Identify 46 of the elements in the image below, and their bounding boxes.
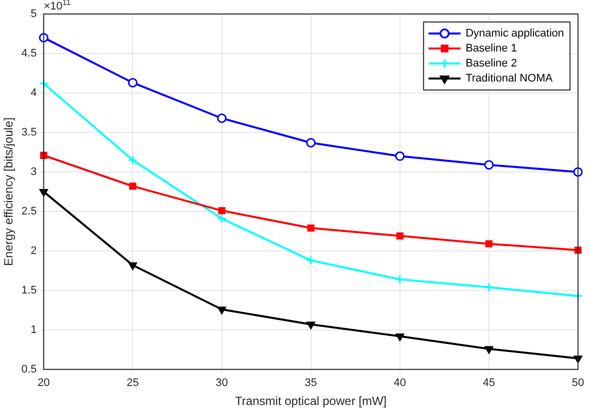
point (485, 240, 493, 248)
y-tick-label: 4 (30, 87, 37, 100)
x-tick-label: 35 (304, 377, 317, 390)
point (40, 152, 48, 159)
point (129, 182, 136, 190)
x-tick-label: 50 (572, 377, 584, 390)
y-tick-label: 4.5 (21, 48, 37, 60)
point (218, 306, 226, 314)
y-tick-label: 1 (30, 324, 37, 336)
x-axis-title: Transmit optical power [mW] (235, 394, 387, 408)
point (128, 78, 138, 88)
y-axis-title: Energy efficiency [bits/joule] (2, 117, 16, 266)
point (307, 224, 314, 232)
point (306, 256, 316, 266)
point (38, 78, 48, 88)
x-tick-label: 25 (126, 377, 139, 390)
point (396, 232, 404, 240)
point (306, 322, 316, 330)
point (396, 333, 404, 341)
point (217, 214, 227, 224)
y-tick-label: 3.5 (21, 126, 37, 138)
y-tick-label: 2 (30, 244, 37, 257)
x-tick-label: 40 (394, 377, 406, 390)
legend-label: Baseline 2 (466, 58, 517, 70)
point (395, 151, 405, 161)
point (484, 160, 494, 170)
point (218, 207, 226, 214)
point (484, 346, 494, 354)
y-tick-label: 0.5 (21, 363, 37, 376)
point (128, 155, 138, 165)
legend-label: Traditional NOMA (466, 72, 554, 85)
point (306, 138, 316, 148)
y-tick-label: 5 (30, 8, 37, 20)
point (128, 262, 137, 270)
point (395, 274, 405, 284)
point (217, 114, 227, 123)
x-tick-label: 30 (216, 377, 228, 390)
point (573, 291, 583, 301)
y-tick-label: 2.5 (21, 205, 37, 218)
legend-label: Dynamic application (466, 28, 564, 40)
y-tick-label: 3 (30, 166, 37, 178)
point (484, 282, 494, 292)
legend-label: Baseline 1 (466, 42, 517, 55)
x-tick-label: 20 (38, 377, 50, 390)
x-tick-label: 45 (482, 377, 496, 390)
y-tick-label: 1.5 (21, 284, 37, 296)
